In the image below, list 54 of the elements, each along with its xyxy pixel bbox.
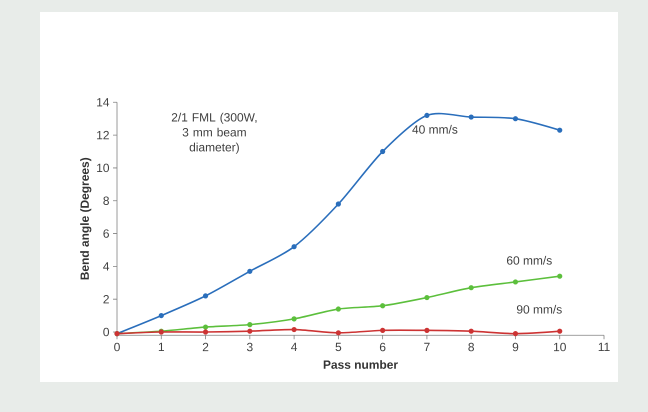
point xyxy=(380,148,386,154)
point xyxy=(512,116,518,122)
x-tick-label: 3 xyxy=(246,342,253,352)
point xyxy=(557,328,562,334)
x-tick-label: 5 xyxy=(336,342,342,352)
annotation: 2/1 FML (300W, 3 mm beam diameter) xyxy=(172,112,257,154)
series-label: 90 mm/s xyxy=(516,304,562,314)
point xyxy=(512,331,518,336)
point xyxy=(468,285,474,290)
point xyxy=(557,128,562,133)
series-label: 40 mm/s xyxy=(412,124,458,134)
y-axis-title: Bend angle (Degrees) xyxy=(80,158,92,280)
x-tick-label: 1 xyxy=(158,342,164,352)
point xyxy=(336,306,341,312)
x-tick-label: 8 xyxy=(468,342,474,352)
y-tick-label: 0 xyxy=(103,328,110,336)
x-tick-label: 10 xyxy=(554,342,566,352)
x-tick-label: 0 xyxy=(114,342,120,352)
y-tick-label: 6 xyxy=(103,229,109,238)
point xyxy=(202,293,208,298)
y-tick-label: 14 xyxy=(97,98,110,106)
y-tick-label: 2 xyxy=(103,295,109,304)
point xyxy=(424,112,430,118)
point xyxy=(468,328,474,334)
point xyxy=(292,326,297,332)
y-tick-label: 8 xyxy=(103,196,109,205)
x-tick-label: 11 xyxy=(598,342,610,352)
point xyxy=(336,201,341,207)
x-tick-label: 9 xyxy=(512,342,518,352)
point xyxy=(202,324,208,330)
point xyxy=(247,322,252,328)
point xyxy=(247,328,252,334)
point xyxy=(158,312,164,318)
point xyxy=(380,328,386,333)
x-axis-title: Pass number xyxy=(324,360,398,369)
point xyxy=(292,244,297,250)
x-tick-label: 7 xyxy=(424,342,430,352)
x-tick-label: 4 xyxy=(291,342,298,352)
point xyxy=(424,328,430,333)
point xyxy=(468,114,474,120)
point xyxy=(557,274,562,279)
point xyxy=(380,303,386,308)
point xyxy=(292,316,297,322)
point xyxy=(247,268,252,274)
point xyxy=(424,294,430,300)
x-tick-label: 6 xyxy=(380,342,386,352)
point xyxy=(336,330,341,336)
y-tick-label: 12 xyxy=(97,130,109,140)
series-label: 60 mm/s xyxy=(506,256,552,265)
y-tick-label: 4 xyxy=(103,262,110,270)
point xyxy=(512,279,518,285)
point xyxy=(202,329,208,335)
x-tick-label: 2 xyxy=(202,342,208,352)
y-tick-label: 10 xyxy=(97,164,110,172)
